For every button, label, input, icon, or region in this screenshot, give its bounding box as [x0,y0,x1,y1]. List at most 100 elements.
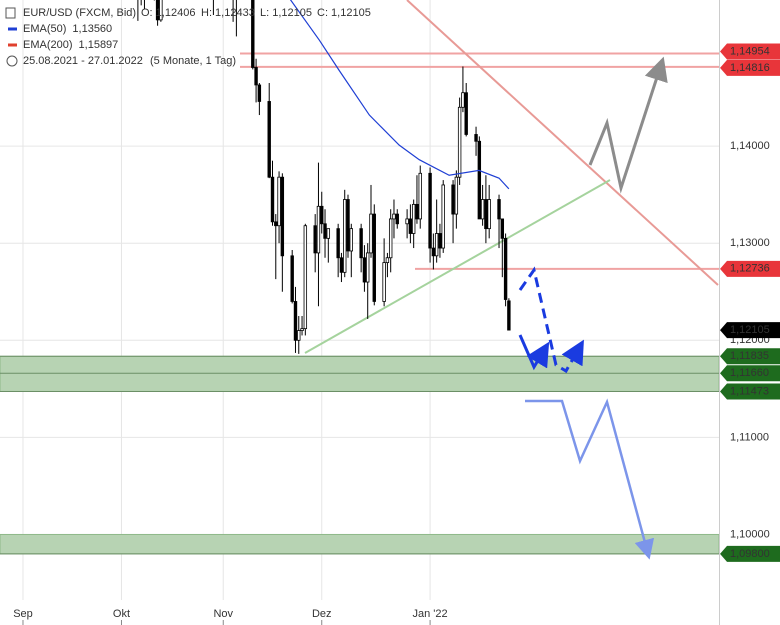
candle-body [457,106,462,178]
candle-body [428,172,432,249]
ohlc: O: 1,12406 [141,7,195,19]
legend-value: 1,13560 [72,23,112,35]
price-tags: 1,14954 1,14816 1,12736 1,12105 1,11835 1,116… [720,43,780,562]
candle-body [484,199,488,230]
legend-name: EMA(50) [23,23,66,35]
candle-body [415,203,419,220]
candle-body [313,225,317,254]
header: EUR/USD (FXCM, Bid) O: 1,12406 H: 1,1243… [5,7,371,67]
y-tick-label: 1,13000 [730,237,770,249]
candle-body [336,228,340,259]
candle-body [480,199,485,220]
clock-icon [6,55,18,67]
candle-body [346,199,350,252]
candle-body [441,184,445,249]
candle-body [257,84,262,102]
scenario-dashed [518,266,584,374]
scenario-down [525,398,655,560]
x-tick-label: Nov [213,608,233,620]
candle-body [316,205,321,254]
candle-body [477,140,482,220]
candle-body [323,223,327,239]
price-tag-label: 1,09800 [730,548,770,560]
candle-body [280,176,285,257]
price-tag [720,260,780,277]
scenario-up [588,56,668,194]
candle-body [431,247,436,257]
candle-body [320,205,324,225]
candle-body [359,228,363,259]
candle-body [159,0,163,21]
price-tag [720,322,780,339]
chart-icon [5,7,16,19]
price-tag-label: 1,12105 [730,324,770,336]
candle-body [372,213,376,302]
candle-body [303,225,308,330]
price-tag [720,545,780,562]
price-tag-label: 1,12736 [730,263,770,275]
candle-body [290,255,294,302]
trendlines [304,0,719,354]
candle-body [408,218,413,234]
candle-body [270,176,275,223]
price-tag-label: 1,11835 [730,350,769,362]
price-tag [720,59,780,76]
price-tag [720,383,780,400]
candle-body [434,233,439,257]
ohlc: L: 1,12105 [260,7,312,19]
support-trendline [304,179,611,354]
period: (5 Monate, 1 Tag) [150,55,236,67]
price-tag [720,43,780,60]
y-tick-label: 1,14000 [730,140,770,152]
candle-body [326,228,331,239]
legend-swatch [8,27,17,31]
candle-body [438,233,442,249]
candle-body [369,213,373,254]
scenario-bounce [518,334,550,371]
legend-name: EMA(200) [23,39,73,51]
ohlc: H: 1,12433 [201,7,255,19]
candle-body [277,176,281,227]
price-tag [720,365,780,382]
candle-body [343,199,347,273]
candle-body [293,301,298,341]
ema-line [289,0,510,190]
candle-body [349,228,353,252]
candle-body [497,199,501,220]
price-tag-label: 1,11660 [730,367,769,379]
candle-body [507,300,511,331]
candle-body [274,221,278,227]
x-tick-label: Okt [113,608,130,620]
symbol: EUR/USD (FXCM, Bid) [23,7,136,19]
candle-body [251,0,255,68]
ohlc: C: 1,12105 [317,7,371,19]
x-tick-label: Dez [312,608,332,620]
legend-swatch [8,43,17,47]
x-tick-label: Jan '22 [413,608,448,620]
price-tag [720,348,780,365]
price-tag-label: 1,14954 [730,45,770,57]
candle-body [474,134,478,142]
candle-body [454,176,459,215]
candle-body [382,262,386,302]
candle-body [339,257,344,273]
candle-body [366,252,370,283]
candle-body [392,213,396,220]
candle-body [418,172,422,220]
price-tag-label: 1,11473 [730,385,769,397]
candle-body [405,218,409,225]
resistance-trendline [406,0,719,286]
candle-body [297,330,301,341]
candle-body [254,67,258,86]
support-zone [0,355,719,392]
candle-body [300,328,304,331]
date-range: 25.08.2021 - 27.01.2022 [23,55,143,67]
legend-value: 1,15897 [79,39,119,51]
candle-body [503,237,508,300]
candles [137,0,511,354]
candle-body [395,213,399,225]
support-zone [0,533,719,555]
